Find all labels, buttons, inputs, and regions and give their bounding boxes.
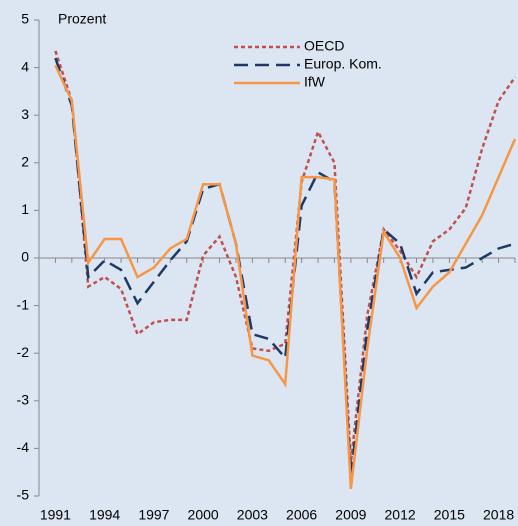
- y-tick-label: -2: [17, 344, 30, 360]
- y-tick-label: -1: [17, 296, 30, 312]
- legend-label: OECD: [304, 38, 344, 54]
- y-tick-label: 0: [21, 249, 29, 265]
- x-tick-label: 2009: [335, 507, 366, 523]
- series-line: [54, 64, 517, 490]
- x-tick-label: 2003: [237, 507, 268, 523]
- series-line: [54, 57, 516, 478]
- x-tick-label: 2006: [286, 507, 317, 523]
- x-tick-label: 1994: [89, 507, 120, 523]
- y-axis-label: Prozent: [58, 11, 106, 27]
- legend-label: Europ. Kom.: [304, 56, 382, 72]
- y-tick-label: 4: [21, 58, 29, 74]
- x-tick-label: 2015: [434, 507, 465, 523]
- x-tick-label: 1991: [40, 507, 71, 523]
- legend-label: IfW: [304, 74, 326, 90]
- x-tick-label: 2018: [483, 507, 514, 523]
- x-tick-label: 2000: [188, 507, 219, 523]
- x-tick-label: 2012: [385, 507, 416, 523]
- y-tick-label: 1: [21, 201, 29, 217]
- y-tick-label: 3: [21, 106, 29, 122]
- y-tick-label: 5: [21, 11, 29, 27]
- y-tick-label: 2: [21, 154, 29, 170]
- x-tick-label: 1997: [138, 507, 169, 523]
- y-tick-label: -5: [17, 487, 30, 503]
- y-tick-label: -4: [17, 439, 30, 455]
- y-tick-label: -3: [17, 392, 30, 408]
- series-line: [54, 50, 517, 463]
